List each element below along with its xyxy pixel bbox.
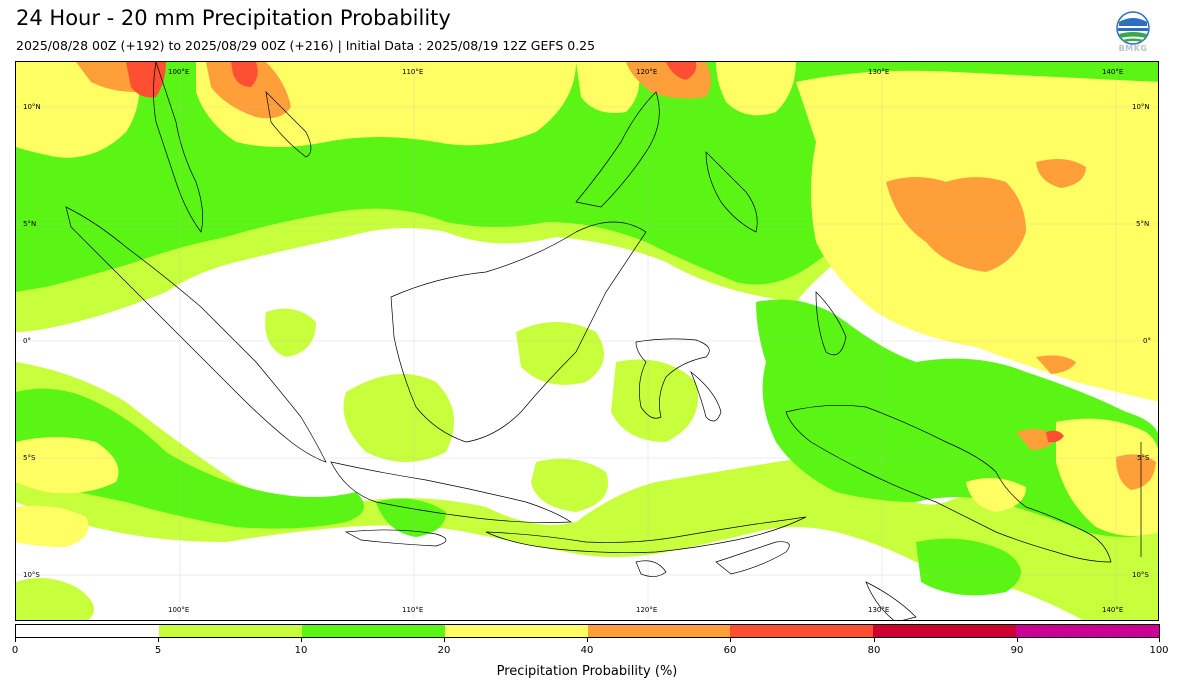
lon-label-bottom-130: 130°E: [868, 606, 890, 614]
colorbar-label-40: 40: [580, 645, 594, 656]
colorbar-tick: [1017, 638, 1018, 642]
lat-label-left-10n: 10°N: [23, 103, 41, 111]
lon-label-top-120: 120°E: [636, 68, 658, 76]
lat-label-left-5s: 5°S: [23, 454, 36, 462]
colorbar-title: Precipitation Probability (%): [496, 664, 678, 679]
field-60-80: [126, 62, 1064, 443]
colorbar-segment-10-20: [301, 625, 445, 637]
colorbar-tick: [1159, 638, 1160, 642]
colorbar-tick: [444, 638, 445, 642]
map-subtitle: 2025/08/28 00Z (+192) to 2025/08/29 00Z …: [16, 38, 596, 53]
bmkg-logo-icon: [1116, 11, 1150, 45]
lat-label-right-10s: 10°S: [1132, 571, 1149, 579]
colorbar-label-20: 20: [437, 645, 451, 656]
lon-label-bottom-140: 140°E: [1102, 606, 1124, 614]
map-title: 24 Hour - 20 mm Precipitation Probabilit…: [16, 6, 451, 30]
colorbar-label-5: 5: [154, 645, 162, 656]
precipitation-map: 100°E 110°E 120°E 130°E 140°E 100°E 110°…: [15, 61, 1159, 621]
colorbar-segment-20-40: [444, 625, 588, 637]
graticule: [16, 62, 1158, 620]
colorbar: [15, 624, 1160, 638]
lat-label-right-5n: 5°N: [1136, 220, 1150, 228]
lon-label-top-110: 110°E: [402, 68, 424, 76]
coastlines: [65, 62, 1142, 620]
colorbar-segment-80-90: [873, 625, 1017, 637]
colorbar-segment-5-10: [158, 625, 302, 637]
field-40-60: [76, 62, 1156, 490]
colorbar-segment-40-60: [587, 625, 731, 637]
lat-label-right-5s: 5°S: [1137, 454, 1150, 462]
colorbar-tick: [301, 638, 302, 642]
lat-label-right-10n: 10°N: [1132, 103, 1150, 111]
lat-label-left-10s: 10°S: [23, 571, 40, 579]
colorbar-tick: [874, 638, 875, 642]
lon-label-top-130: 130°E: [868, 68, 890, 76]
colorbar-tick: [587, 638, 588, 642]
map-canvas: [16, 62, 1158, 620]
colorbar-label-10: 10: [294, 645, 308, 656]
colorbar-label-0: 0: [11, 645, 19, 656]
colorbar-tick: [15, 638, 16, 642]
lon-label-bottom-100: 100°E: [168, 606, 190, 614]
colorbar-label-90: 90: [1010, 645, 1024, 656]
lat-label-left-0: 0°: [23, 337, 31, 345]
lon-label-bottom-120: 120°E: [636, 606, 658, 614]
logo-text: BMKG: [1118, 44, 1148, 53]
colorbar-segment-0-5: [16, 625, 159, 637]
colorbar-label-100: 100: [1149, 645, 1169, 656]
colorbar-label-60: 60: [723, 645, 737, 656]
colorbar-label-80: 80: [867, 645, 881, 656]
colorbar-segment-90-100: [1016, 625, 1159, 637]
colorbar-tick: [158, 638, 159, 642]
colorbar-tick: [730, 638, 731, 642]
lat-label-left-5n: 5°N: [23, 220, 37, 228]
colorbar-segment-60-80: [730, 625, 874, 637]
lon-label-top-140: 140°E: [1102, 68, 1124, 76]
lon-label-bottom-110: 110°E: [402, 606, 424, 614]
lon-label-top-100: 100°E: [168, 68, 190, 76]
lat-label-right-0: 0°: [1143, 337, 1151, 345]
